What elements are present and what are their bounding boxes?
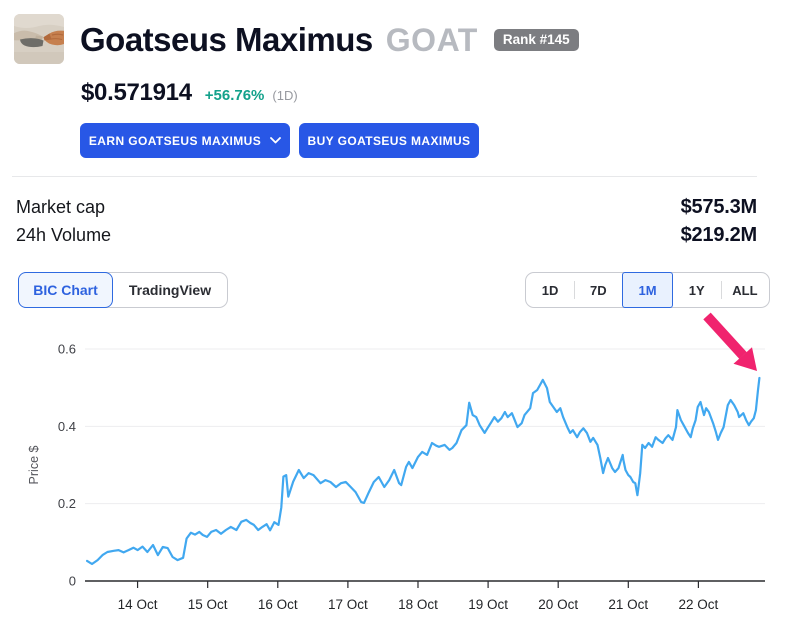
range-all[interactable]: ALL bbox=[720, 273, 769, 307]
chevron-down-icon bbox=[270, 137, 281, 144]
coin-header: Goatseus Maximus GOAT Rank #145 bbox=[80, 14, 579, 66]
svg-text:0.4: 0.4 bbox=[58, 419, 76, 434]
buy-button[interactable]: BUY GOATSEUS MAXIMUS bbox=[299, 123, 479, 158]
range-1m[interactable]: 1M bbox=[622, 272, 673, 308]
range-1y[interactable]: 1Y bbox=[688, 282, 705, 298]
time-range-selector: 1D 7D 1M 1Y ALL bbox=[525, 272, 770, 308]
tab-bic-chart[interactable]: BIC Chart bbox=[18, 272, 113, 308]
range-1d[interactable]: 1D bbox=[541, 282, 559, 298]
price-row: $0.571914 +56.76% (1D) bbox=[81, 79, 298, 107]
price-chart-svg[interactable]: 0 0.2 0.4 0.6 14 Oct 15 Oct 16 Oct 17 Oct 18 Oct… bbox=[0, 300, 800, 627]
volume-value: $219.2M bbox=[680, 224, 758, 246]
svg-text:Price $: Price $ bbox=[27, 446, 41, 485]
tab-tradingview[interactable]: TradingView bbox=[128, 282, 212, 298]
volume-row: 24h Volume $219.2M bbox=[16, 224, 757, 247]
market-cap-label: Market cap bbox=[16, 197, 106, 217]
price-chart[interactable]: 0 0.2 0.4 0.6 14 Oct 15 Oct 16 Oct 17 Oct 18 Oct… bbox=[0, 300, 800, 627]
chart-source-toggle: BIC Chart TradingView bbox=[18, 272, 228, 308]
earn-button-label: EARN GOATSEUS MAXIMUS bbox=[88, 133, 262, 148]
page-title: Goatseus Maximus bbox=[80, 21, 373, 58]
svg-text:20 Oct: 20 Oct bbox=[538, 597, 578, 612]
svg-text:18 Oct: 18 Oct bbox=[398, 597, 438, 612]
action-buttons: EARN GOATSEUS MAXIMUS BUY GOATSEUS MAXIM… bbox=[80, 123, 479, 158]
svg-text:16 Oct: 16 Oct bbox=[258, 597, 298, 612]
coin-logo-creation-of-adam-icon bbox=[14, 14, 64, 64]
svg-text:0.6: 0.6 bbox=[58, 342, 76, 357]
svg-text:14 Oct: 14 Oct bbox=[118, 597, 158, 612]
current-price: $0.571914 bbox=[81, 79, 192, 106]
price-change-period: (1D) bbox=[272, 88, 298, 103]
svg-text:0: 0 bbox=[69, 574, 76, 589]
rank-badge: Rank #145 bbox=[493, 28, 579, 52]
svg-text:0.2: 0.2 bbox=[58, 496, 76, 511]
svg-text:15 Oct: 15 Oct bbox=[188, 597, 228, 612]
market-cap-value: $575.3M bbox=[680, 196, 758, 218]
range-7d[interactable]: 7D bbox=[574, 273, 622, 307]
svg-text:17 Oct: 17 Oct bbox=[328, 597, 368, 612]
svg-text:21 Oct: 21 Oct bbox=[608, 597, 648, 612]
svg-text:19 Oct: 19 Oct bbox=[468, 597, 508, 612]
volume-label: 24h Volume bbox=[16, 225, 112, 245]
earn-button[interactable]: EARN GOATSEUS MAXIMUS bbox=[80, 123, 290, 158]
buy-button-label: BUY GOATSEUS MAXIMUS bbox=[307, 133, 471, 148]
section-divider bbox=[12, 176, 757, 177]
market-cap-row: Market cap $575.3M bbox=[16, 196, 757, 219]
coin-ticker: GOAT bbox=[385, 21, 478, 58]
price-change-percent: +56.76% bbox=[204, 87, 265, 104]
svg-text:22 Oct: 22 Oct bbox=[679, 597, 719, 612]
